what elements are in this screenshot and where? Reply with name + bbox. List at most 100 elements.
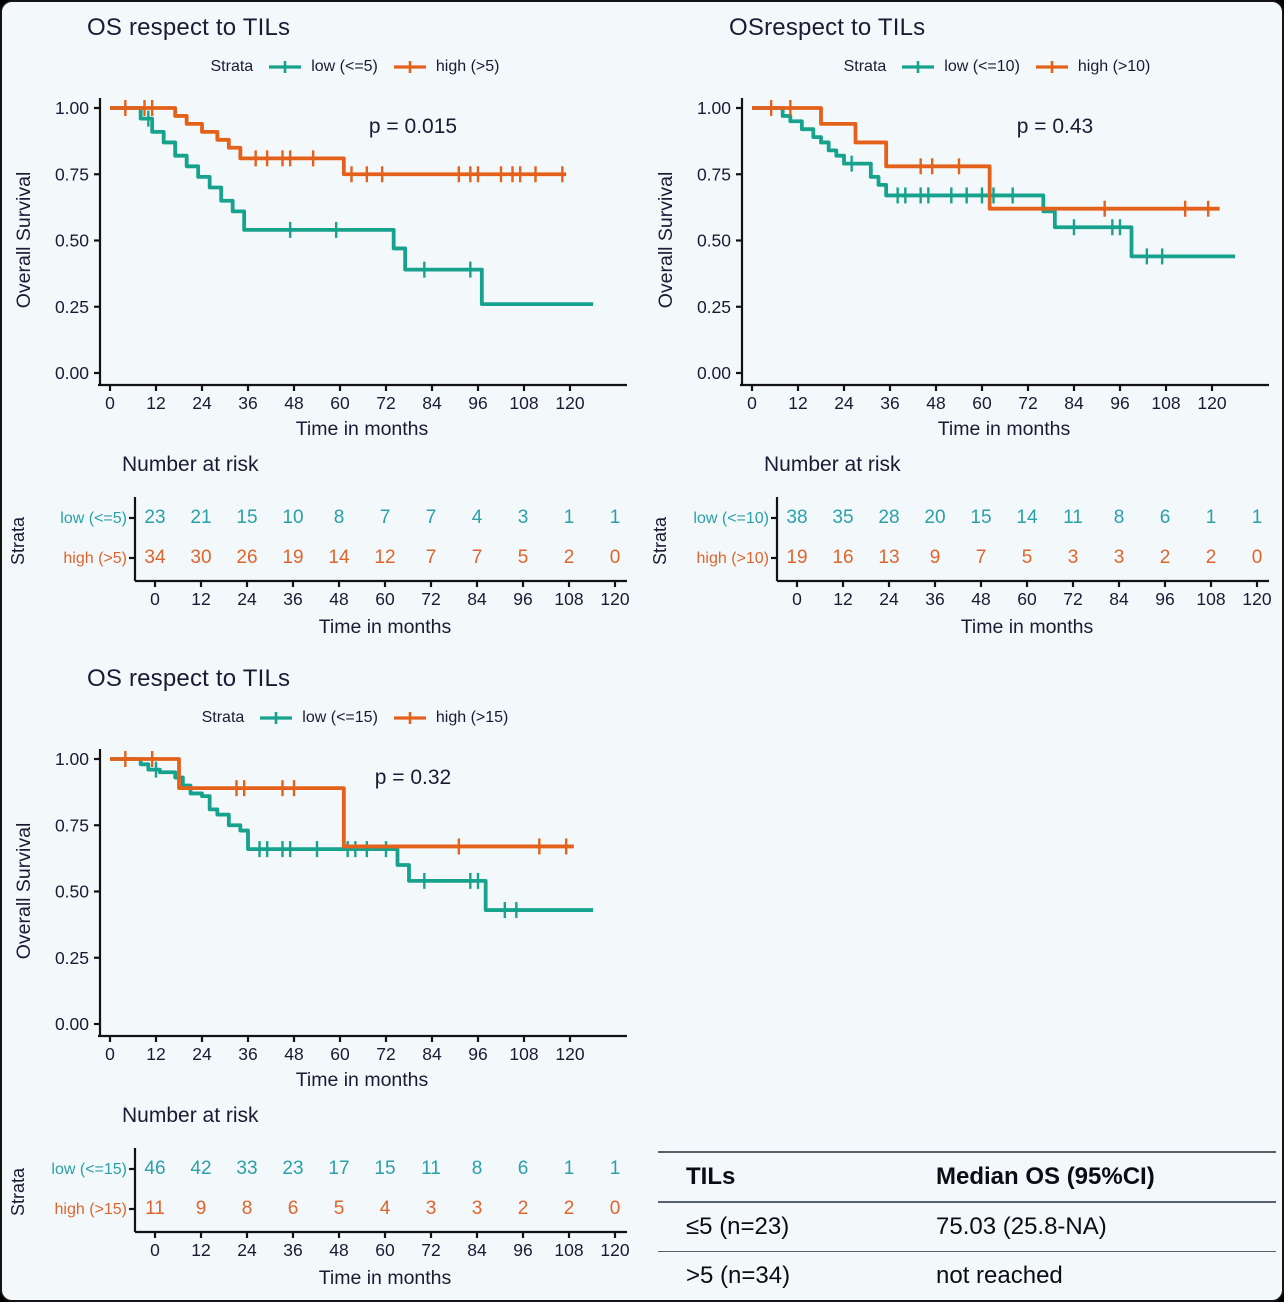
risk-x-tick-label: 96 bbox=[513, 589, 532, 609]
x-tick-label: 96 bbox=[1110, 393, 1129, 413]
x-tick-label: 84 bbox=[422, 393, 442, 413]
risk-axes bbox=[129, 1148, 627, 1238]
strata-axis-label: Strata bbox=[10, 516, 28, 565]
risk-count: 17 bbox=[328, 1158, 349, 1179]
km-curve-high bbox=[110, 757, 574, 849]
risk-count: 2 bbox=[564, 1198, 575, 1219]
risk-x-tick-label: 48 bbox=[329, 1240, 348, 1260]
censor-marks-low bbox=[850, 155, 1164, 265]
risk-count: 35 bbox=[832, 507, 853, 528]
x-tick-label: 48 bbox=[284, 1044, 303, 1064]
risk-count: 14 bbox=[1016, 507, 1038, 528]
km-curve-low bbox=[110, 106, 593, 306]
strata-axis-label: Strata bbox=[10, 1167, 28, 1216]
x-tick-label: 0 bbox=[105, 393, 115, 413]
risk-count: 2 bbox=[1206, 547, 1217, 568]
y-tick-label: 0.50 bbox=[55, 882, 89, 902]
legend-item-high[interactable]: high (>15) bbox=[391, 709, 508, 727]
legend-item-high[interactable]: high (>10) bbox=[1033, 58, 1150, 76]
km-curve-high bbox=[110, 106, 567, 177]
risk-x-tick-label: 72 bbox=[421, 589, 440, 609]
y-tick-label: 1.00 bbox=[55, 98, 89, 118]
risk-axes bbox=[129, 497, 627, 587]
risk-axes bbox=[771, 497, 1269, 587]
risk-count: 8 bbox=[334, 507, 345, 528]
risk-x-tick-label: 72 bbox=[421, 1240, 440, 1260]
risk-row: 19 16 13 9 7 5 3 3 2 2 0 bbox=[786, 547, 1262, 568]
risk-count: 11 bbox=[145, 1198, 165, 1219]
km-panel: OS respect to TILs Strata low (<=5) high… bbox=[2, 2, 644, 653]
km-plot: 1.00 0.75 0.50 0.25 0.00 0 12 24 36 48 60 72 84 96 108… bbox=[13, 749, 627, 1091]
risk-x-tick-label: 12 bbox=[191, 589, 210, 609]
risk-count: 15 bbox=[374, 1158, 395, 1179]
risk-count: 5 bbox=[1022, 547, 1033, 568]
risk-count: 7 bbox=[426, 507, 437, 528]
risk-x-tick-label: 24 bbox=[879, 589, 899, 609]
risk-x-tick-label: 120 bbox=[1242, 589, 1271, 609]
legend-item-low[interactable]: low (<=10) bbox=[899, 58, 1020, 76]
km-curve-high bbox=[752, 106, 1220, 211]
km-line-high-icon bbox=[1035, 61, 1068, 73]
risk-row: 46 42 33 23 17 15 11 8 6 1 1 bbox=[144, 1158, 620, 1179]
table-header-row: TILs Median OS (95%CI) bbox=[658, 1153, 1276, 1203]
km-panel: OSrespect to TILs Strata low (<=10) high… bbox=[644, 2, 1282, 653]
risk-count: 3 bbox=[1114, 547, 1125, 568]
legend-strata-label: Strata bbox=[201, 709, 245, 726]
y-tick-label: 0.00 bbox=[55, 363, 89, 383]
y-tick-label: 0.50 bbox=[697, 231, 731, 251]
risk-x-tick-label: 12 bbox=[833, 589, 852, 609]
risk-count: 11 bbox=[421, 1158, 441, 1179]
legend-label-high: high (>5) bbox=[435, 58, 500, 75]
risk-count: 10 bbox=[282, 507, 303, 528]
risk-count: 30 bbox=[190, 547, 211, 568]
x-tick-label: 0 bbox=[747, 393, 757, 413]
risk-x-tick-label: 84 bbox=[1109, 589, 1129, 609]
x-tick-label: 12 bbox=[788, 393, 807, 413]
x-tick-label: 60 bbox=[972, 393, 992, 413]
legend-item-high[interactable]: high (>5) bbox=[391, 58, 500, 76]
median-os-table: TILs Median OS (95%CI) ≤5 (n=23) 75.03 (… bbox=[658, 1151, 1276, 1300]
risk-x-tick-label: 96 bbox=[1155, 589, 1174, 609]
km-line-high-icon bbox=[393, 712, 426, 724]
row-label-le5: ≤5 (n=23) bbox=[686, 1213, 790, 1240]
risk-count: 19 bbox=[282, 547, 303, 568]
risk-count: 2 bbox=[1160, 547, 1171, 568]
risk-count: 46 bbox=[144, 1158, 165, 1179]
censor-marks-low bbox=[154, 761, 518, 919]
km-line-low-icon bbox=[902, 61, 935, 73]
risk-x-tick-label: 24 bbox=[237, 589, 257, 609]
median-os-gt5: not reached bbox=[936, 1262, 1063, 1289]
x-axis-title: Time in months bbox=[938, 418, 1071, 440]
risk-count: 7 bbox=[472, 547, 483, 568]
y-tick-label: 0.25 bbox=[55, 948, 89, 968]
risk-count: 0 bbox=[610, 547, 621, 568]
km-plot: 1.00 0.75 0.50 0.25 0.00 0 12 24 36 48 60 72 84 96 108… bbox=[13, 98, 627, 440]
median-os-le5: 75.03 (25.8-NA) bbox=[936, 1213, 1107, 1240]
legend-item-low[interactable]: low (<=5) bbox=[266, 58, 378, 76]
km-line-high-icon bbox=[393, 61, 426, 73]
risk-count: 6 bbox=[288, 1198, 299, 1219]
risk-x-tick-label: 96 bbox=[513, 1240, 532, 1260]
y-tick-label: 0.00 bbox=[697, 363, 731, 383]
risk-count: 42 bbox=[190, 1158, 211, 1179]
risk-count: 6 bbox=[1160, 507, 1171, 528]
risk-x-tick-label: 120 bbox=[600, 589, 629, 609]
x-tick-label: 12 bbox=[146, 393, 165, 413]
risk-count: 11 bbox=[1063, 507, 1083, 528]
risk-count: 38 bbox=[786, 507, 807, 528]
risk-x-tick-label: 48 bbox=[329, 589, 348, 609]
x-tick-label: 72 bbox=[376, 393, 395, 413]
risk-count: 23 bbox=[282, 1158, 303, 1179]
y-tick-label: 0.75 bbox=[55, 164, 89, 184]
risk-row-label: high (>10) bbox=[697, 550, 770, 567]
x-tick-label: 60 bbox=[330, 393, 350, 413]
risk-count: 8 bbox=[1114, 507, 1125, 528]
risk-x-tick-label: 84 bbox=[467, 589, 487, 609]
risk-count: 8 bbox=[472, 1158, 483, 1179]
legend-item-low[interactable]: low (<=15) bbox=[257, 709, 378, 727]
x-tick-label: 36 bbox=[238, 1044, 257, 1064]
col-header-median-os: Median OS (95%CI) bbox=[936, 1163, 1155, 1190]
